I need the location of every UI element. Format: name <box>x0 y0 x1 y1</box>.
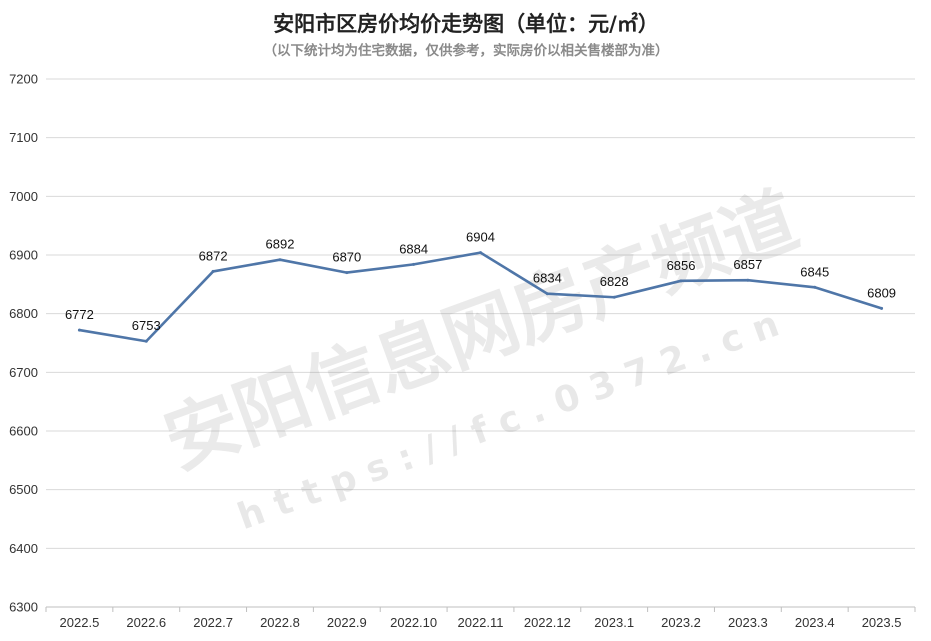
data-point <box>412 262 416 266</box>
data-label: 6828 <box>600 274 629 289</box>
x-tick-label: 2022.10 <box>390 615 437 630</box>
x-tick-label: 2022.8 <box>260 615 300 630</box>
data-label: 6809 <box>867 285 896 300</box>
y-tick-label: 7000 <box>9 189 38 204</box>
x-tick-label: 2022.7 <box>193 615 233 630</box>
data-point <box>345 271 349 275</box>
y-tick-label: 6800 <box>9 306 38 321</box>
data-point <box>144 339 148 343</box>
x-tick-label: 2023.2 <box>661 615 701 630</box>
data-label: 6845 <box>800 264 829 279</box>
x-tick-label: 2023.1 <box>594 615 634 630</box>
y-tick-label: 6600 <box>9 424 38 439</box>
data-label: 6772 <box>65 307 94 322</box>
x-tick-label: 2022.6 <box>126 615 166 630</box>
chart-title: 安阳市区房价均价走势图（单位：元/㎡） <box>273 12 659 36</box>
data-point <box>813 285 817 289</box>
data-point <box>77 328 81 332</box>
data-point <box>211 269 215 273</box>
data-point <box>545 292 549 296</box>
y-tick-label: 6400 <box>9 541 38 556</box>
y-tick-label: 7200 <box>9 72 38 87</box>
y-tick-label: 6700 <box>9 365 38 380</box>
data-label: 6884 <box>399 241 428 256</box>
y-tick-label: 6500 <box>9 482 38 497</box>
x-axis-ticks: 2022.5 2022.6 2022.7 2022.8 2022.9 2022.10 202… <box>45 607 916 630</box>
series-layer <box>77 251 884 343</box>
data-label: 6870 <box>332 250 361 265</box>
data-label: 6857 <box>733 257 762 272</box>
data-point <box>880 306 884 310</box>
x-tick-label: 2022.5 <box>60 615 100 630</box>
data-labels: 6772 6753 6872 6892 6870 6884 6904 6834 6828 6856… <box>65 230 896 334</box>
x-tick-label: 2023.4 <box>795 615 835 630</box>
gridlines <box>46 78 915 608</box>
y-tick-label: 7100 <box>9 130 38 145</box>
x-tick-label: 2023.3 <box>728 615 768 630</box>
data-point <box>746 278 750 282</box>
x-tick-label: 2022.11 <box>457 615 503 630</box>
data-point <box>479 251 482 255</box>
data-label: 6753 <box>132 318 161 333</box>
data-label: 6904 <box>466 230 495 245</box>
y-tick-label: 6300 <box>9 600 38 615</box>
data-label: 6834 <box>533 271 562 286</box>
y-tick-label: 6900 <box>9 248 38 263</box>
data-point <box>612 295 616 299</box>
y-axis-ticks: 6300 6400 6500 6600 6700 6800 6900 7000 7100 7200 <box>9 72 38 615</box>
x-tick-label: 2023.5 <box>862 615 902 630</box>
data-label: 6872 <box>199 248 228 263</box>
chart-subtitle: （以下统计均为住宅数据，仅供参考，实际房价以相关售楼部为准） <box>264 42 669 59</box>
data-point <box>679 279 683 283</box>
data-point <box>278 258 282 262</box>
x-tick-label: 2022.12 <box>524 615 571 630</box>
x-tick-label: 2022.9 <box>327 615 367 630</box>
data-label: 6856 <box>667 258 696 273</box>
data-label: 6892 <box>266 237 295 252</box>
